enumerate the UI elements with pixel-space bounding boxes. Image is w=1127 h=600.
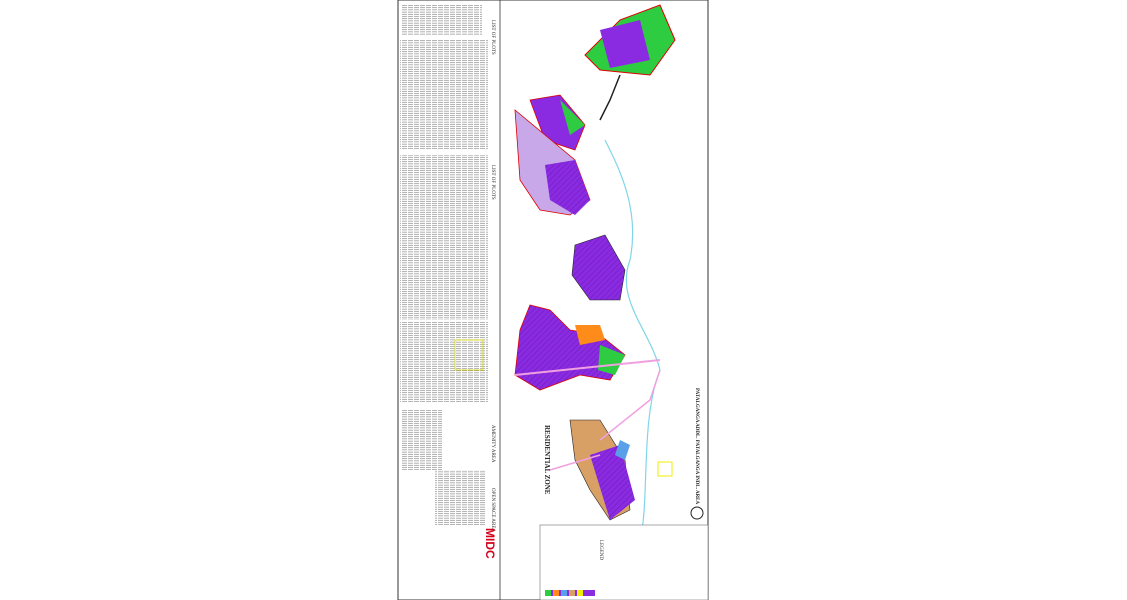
legend-title: LEGEND	[598, 540, 603, 560]
map-area	[514, 4, 704, 541]
zone-label: RESIDENTIAL ZONE	[543, 425, 551, 495]
table	[402, 5, 482, 35]
highlight	[454, 339, 484, 371]
logo: MIDC	[483, 528, 497, 559]
table	[402, 410, 442, 470]
map-title: PATALGANGA ADDL. PATALGANGA INDL. AREA	[694, 388, 699, 505]
table-title: LIST OF PLOTS	[490, 20, 495, 55]
plot-tables	[400, 5, 488, 525]
table	[400, 155, 488, 320]
table-title: AMENITY AREA	[490, 425, 495, 463]
legend	[539, 524, 709, 600]
table-title: OPEN SPACE AREA	[490, 488, 495, 532]
table	[400, 322, 488, 402]
table	[435, 470, 485, 525]
table-title: LIST OF PLOTS	[490, 165, 495, 200]
table	[400, 40, 488, 150]
